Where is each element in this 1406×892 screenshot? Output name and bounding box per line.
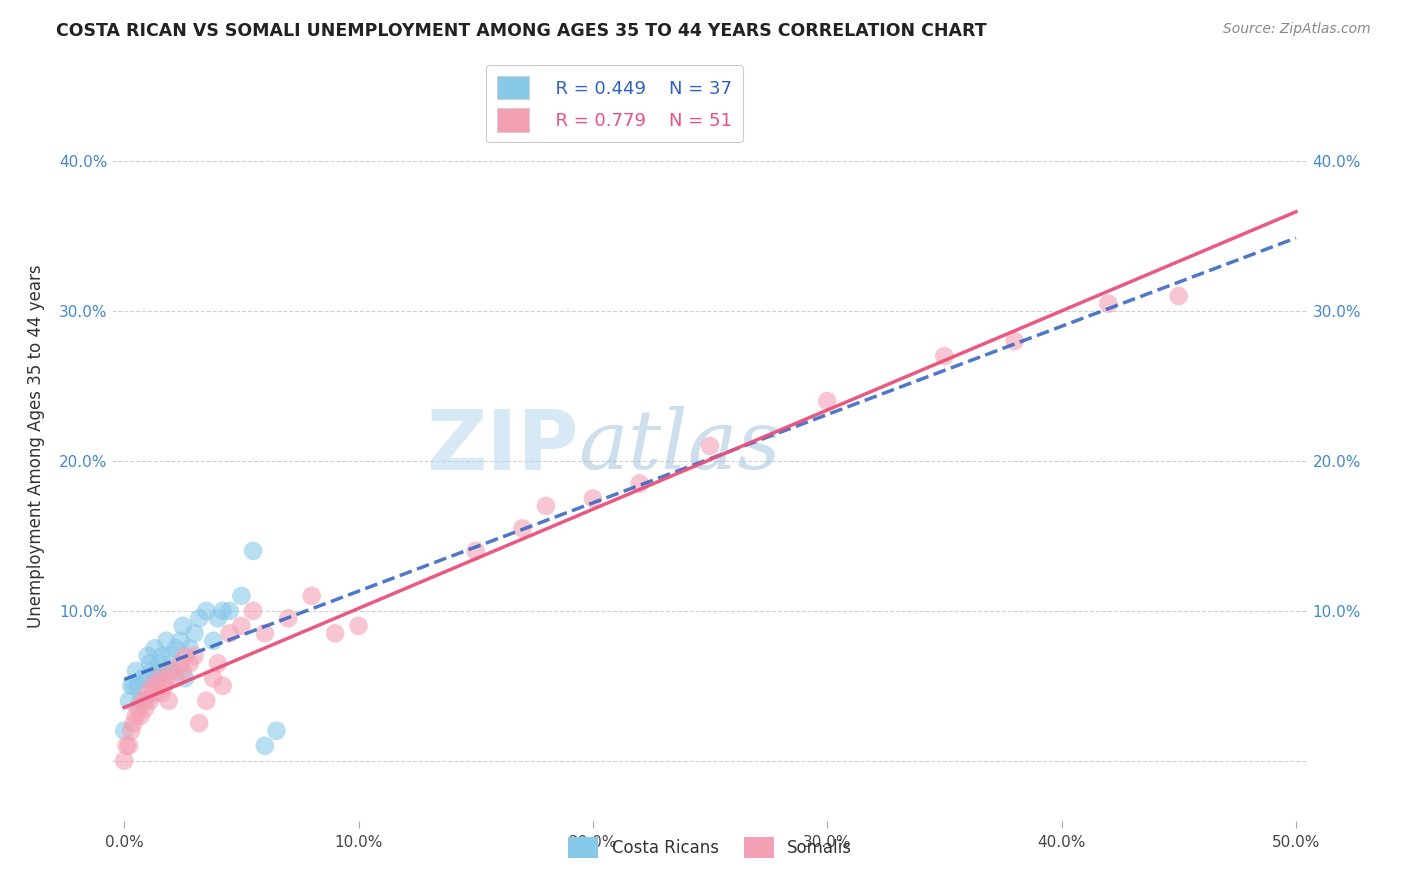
Point [512,521,534,535]
Point [218,604,240,618]
Point [132,671,155,685]
Point [202,633,225,648]
Point [141,664,163,678]
Point [155,633,177,648]
Point [231,619,253,633]
Point [699,439,721,453]
Point [122,716,145,731]
Point [120,679,142,693]
Point [129,708,152,723]
Point [582,491,605,506]
Point [120,723,142,738]
Point [160,664,183,678]
Point [169,657,191,671]
Point [231,589,253,603]
Point [218,626,240,640]
Point [112,723,135,738]
Point [118,694,141,708]
Point [165,671,187,685]
Point [153,679,176,693]
Point [1097,296,1119,310]
Text: Source: ZipAtlas.com: Source: ZipAtlas.com [1223,22,1371,37]
Point [464,544,486,558]
Point [146,679,169,693]
Point [934,349,956,363]
Point [125,664,148,678]
Point [139,694,162,708]
Point [125,708,148,723]
Point [183,648,205,663]
Point [148,671,170,685]
Point [195,604,218,618]
Point [179,657,201,671]
Point [148,657,170,671]
Point [150,648,173,663]
Text: ZIP: ZIP [426,406,579,486]
Point [301,589,323,603]
Text: COSTA RICAN VS SOMALI UNEMPLOYMENT AMONG AGES 35 TO 44 YEARS CORRELATION CHART: COSTA RICAN VS SOMALI UNEMPLOYMENT AMONG… [56,22,987,40]
Point [165,641,187,656]
Point [183,626,205,640]
Y-axis label: Unemployment Among Ages 35 to 44 years: Unemployment Among Ages 35 to 44 years [27,264,45,628]
Point [211,604,233,618]
Point [207,657,229,671]
Point [628,476,651,491]
Point [195,694,218,708]
Point [1004,334,1026,348]
Point [153,664,176,678]
Point [143,686,166,700]
Point [202,671,225,685]
Point [169,633,191,648]
Point [136,686,159,700]
Point [207,611,229,625]
Point [129,694,152,708]
Point [815,394,838,409]
Point [162,664,184,678]
Point [143,641,166,656]
Point [122,679,145,693]
Point [277,611,299,625]
Point [347,619,370,633]
Point [132,694,155,708]
Point [134,701,156,715]
Point [242,544,264,558]
Point [172,664,194,678]
Point [136,648,159,663]
Point [146,671,169,685]
Point [172,619,194,633]
Point [157,694,180,708]
Point [242,604,264,618]
Point [266,723,288,738]
Point [127,701,149,715]
Point [1167,289,1189,303]
Point [253,626,276,640]
Point [179,641,201,656]
Point [118,739,141,753]
Point [174,648,197,663]
Legend: Costa Ricans, Somalis: Costa Ricans, Somalis [561,830,859,864]
Point [323,626,346,640]
Point [112,754,135,768]
Point [139,657,162,671]
Point [174,671,197,685]
Point [160,648,183,663]
Point [115,739,138,753]
Point [188,716,211,731]
Point [134,694,156,708]
Point [150,686,173,700]
Point [141,679,163,693]
Point [127,679,149,693]
Point [211,679,233,693]
Point [136,671,159,685]
Point [534,499,557,513]
Point [188,611,211,625]
Point [253,739,276,753]
Point [155,671,177,685]
Text: atlas: atlas [579,406,780,486]
